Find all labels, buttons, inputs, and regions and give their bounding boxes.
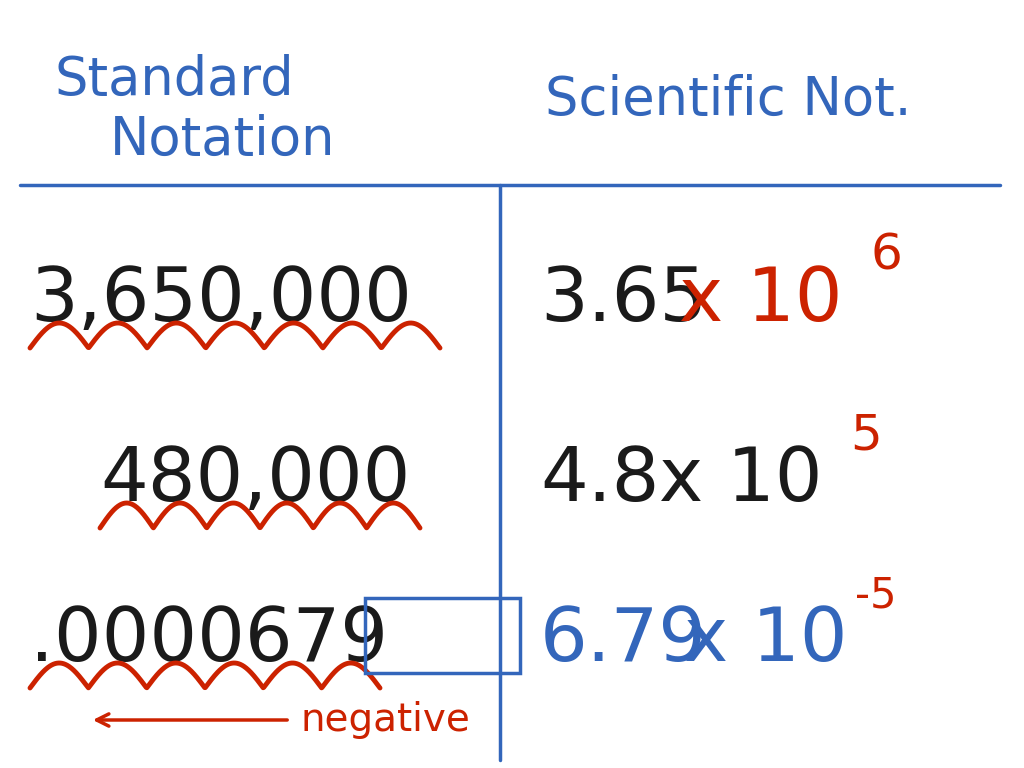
Text: x 10: x 10: [660, 604, 848, 677]
Text: negative: negative: [300, 701, 470, 739]
Text: x 10: x 10: [655, 263, 843, 336]
Text: 480,000: 480,000: [100, 443, 411, 517]
Text: -5: -5: [855, 574, 896, 616]
Text: 5: 5: [850, 411, 882, 459]
Text: Notation: Notation: [110, 114, 336, 166]
Text: 6: 6: [870, 231, 902, 279]
Text: Standard: Standard: [55, 54, 295, 106]
Text: 6.79: 6.79: [540, 604, 707, 677]
Text: 3,650,000: 3,650,000: [30, 263, 412, 336]
Text: 3.65: 3.65: [540, 263, 707, 336]
Text: x 10: x 10: [635, 443, 822, 517]
Text: 4.8: 4.8: [540, 443, 659, 517]
Text: Scientific Not.: Scientific Not.: [545, 74, 911, 126]
Bar: [365, 598, 520, 673]
Text: .0000679: .0000679: [30, 604, 388, 677]
